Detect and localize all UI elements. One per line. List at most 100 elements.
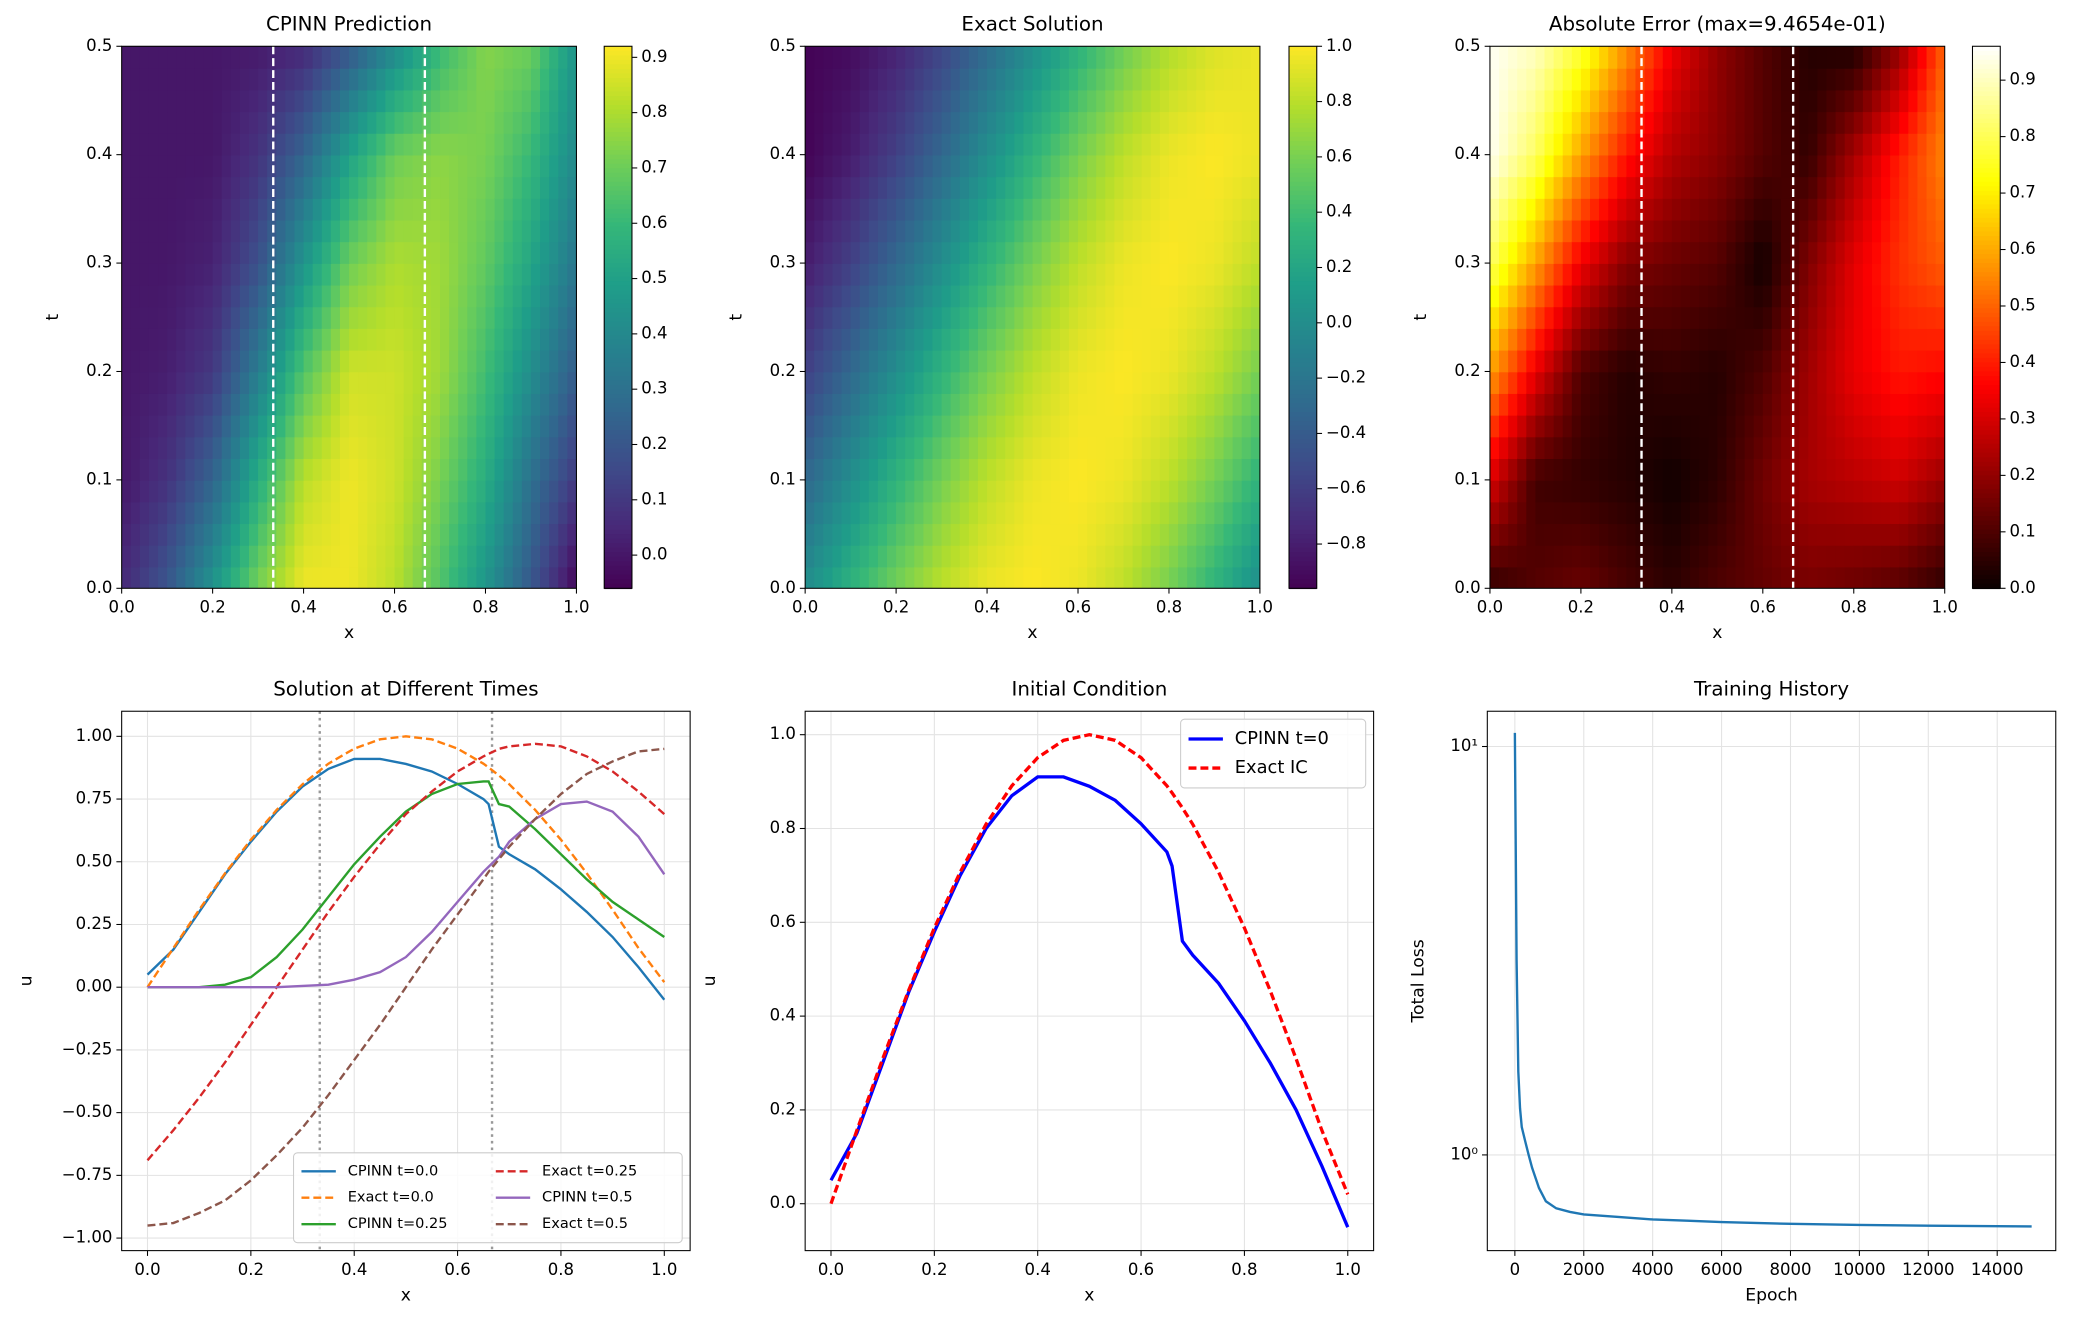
contour-cell [1132,371,1143,394]
contour-cell [367,111,378,134]
contour-cell [1123,393,1134,416]
contour-cell [1680,241,1691,264]
contour-cell [367,132,378,156]
contour-cell [923,132,934,156]
contour-cell [1059,414,1070,438]
contour-cell [567,46,577,69]
contour-cell [567,219,577,243]
contour-cell [276,154,287,178]
contour-cell [868,306,879,329]
contour-cell [914,263,925,286]
y-tick-label: 10¹ [1450,736,1478,755]
contour-cell [549,458,560,481]
contour-cell [868,198,879,221]
contour-cell [1526,154,1537,178]
contour-cell [1608,154,1619,178]
contour-cell [294,544,305,568]
colorbar-segment [1972,145,2001,151]
contour-cell [358,544,369,568]
contour-cell [176,436,187,460]
contour-cell [1708,67,1719,91]
contour-cell [1041,393,1052,416]
contour-cell [1580,263,1591,286]
contour-cell [1032,154,1043,178]
colorbar-segment [1972,552,2001,558]
contour-cell [1653,198,1664,221]
contour-cell [1726,198,1737,221]
x-tick-label: 0.2 [199,598,225,617]
contour-cell [832,198,843,221]
contour-cell [258,67,268,91]
colorbar-segment [1289,421,1317,427]
contour-cell [212,154,223,178]
contour-cell [1917,393,1928,416]
contour-cell [968,523,979,546]
contour-cell [385,458,396,481]
contour-cell [1032,436,1043,460]
colorbar-segment [1972,109,2001,115]
contour-cell [1826,436,1837,460]
contour-cell [1808,393,1819,416]
contour-cell [1699,501,1710,525]
colorbar-segment [1972,186,2001,192]
contour-cell [449,501,459,525]
contour-cell [440,111,450,134]
contour-cell [412,132,423,156]
contour-cell [1844,176,1855,199]
contour-cell [1690,111,1700,134]
contour-cell [403,67,414,91]
contour-cell [449,414,459,438]
contour-cell [540,154,550,178]
contour-cell [805,263,816,286]
contour-cell [1517,306,1528,329]
contour-cell [1232,284,1243,308]
contour-cell [1068,198,1079,221]
contour-cell [877,111,888,134]
contour-cell [1123,306,1134,329]
x-tick-label: 0.2 [238,1260,264,1279]
contour-cell [850,263,861,286]
contour-cell [440,328,450,351]
contour-cell [1168,479,1179,503]
contour-cell [1096,436,1107,460]
contour-cell [249,306,259,329]
contour-cell [158,436,168,460]
contour-cell [1762,306,1773,329]
contour-cell [932,544,943,568]
contour-cell [1653,458,1664,481]
contour-cell [349,306,359,329]
colorbar-segment [1289,235,1317,242]
contour-cell [841,349,852,373]
contour-cell [303,219,314,243]
contour-cell [1114,263,1125,286]
contour-cell [905,67,916,91]
contour-cell [1790,393,1800,416]
contour-cell [1159,458,1170,481]
contour-cell [1708,219,1719,243]
contour-cell [823,371,834,394]
contour-cell [1562,111,1573,134]
contour-cell [1808,501,1819,525]
contour-cell [1023,154,1034,178]
contour-cell [823,544,834,568]
contour-cell [1223,284,1234,308]
contour-cell [1223,176,1234,199]
colorbar-tick-label: 0.3 [2009,408,2035,427]
contour-cell [1205,67,1216,91]
contour-cell [130,458,141,481]
colorbar-segment [604,371,632,377]
contour-cell [285,198,296,221]
colorbar-frame [603,45,633,589]
contour-cell [914,198,925,221]
contour-cell [349,544,359,568]
contour-cell [158,349,168,373]
contour-cell [1835,393,1846,416]
contour-cell [249,284,259,308]
contour-cell [549,284,560,308]
contour-cell [1159,393,1170,416]
plot-area [1513,732,2032,1228]
contour-cell [832,67,843,91]
contour-cell [440,241,450,264]
contour-cell [1871,371,1882,394]
contour-cell [367,306,378,329]
